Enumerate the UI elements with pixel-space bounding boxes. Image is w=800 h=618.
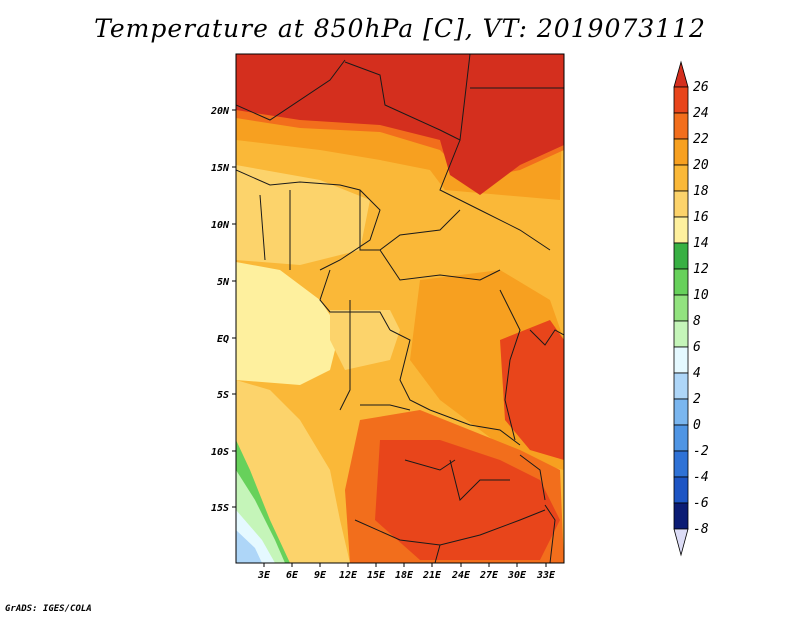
chart-title: Temperature at 850hPa [C], VT: 201907311… bbox=[94, 14, 706, 43]
colorbar bbox=[673, 60, 689, 557]
lat-label-5n: 5N bbox=[217, 277, 230, 288]
colorbar-label: 10 bbox=[693, 288, 709, 303]
colorbar-label: -6 bbox=[693, 496, 709, 511]
lon-label-18e: 18E bbox=[395, 570, 414, 581]
colorbar-label: 2 bbox=[693, 392, 701, 407]
colorbar-label: 4 bbox=[693, 366, 701, 381]
colorbar-swatch bbox=[673, 164, 689, 192]
country-borders bbox=[236, 54, 564, 563]
lat-label-15n: 15N bbox=[211, 163, 230, 174]
lat-label-5s: 5S bbox=[217, 390, 229, 401]
colorbar-swatch bbox=[673, 86, 689, 114]
temperature-field bbox=[236, 54, 564, 563]
colorbar-swatch bbox=[673, 138, 689, 166]
colorbar-swatch bbox=[673, 268, 689, 296]
colorbar-swatch bbox=[673, 450, 689, 478]
colorbar-swatch bbox=[673, 242, 689, 270]
lon-label-27e: 27E bbox=[479, 570, 499, 581]
colorbar-swatch bbox=[673, 372, 689, 400]
colorbar-bottom-cap bbox=[673, 528, 689, 557]
colorbar-swatch bbox=[673, 190, 689, 218]
colorbar-label: 14 bbox=[693, 236, 709, 251]
map-frame bbox=[235, 53, 565, 564]
latitude-axis: 20N 15N 10N 5N EQ 5S 10S 15S bbox=[210, 106, 236, 514]
lat-label-eq: EQ bbox=[217, 334, 229, 345]
colorbar-label: 12 bbox=[693, 262, 709, 277]
colorbar-label: -4 bbox=[693, 470, 709, 485]
colorbar-label: -2 bbox=[693, 444, 709, 459]
colorbar-label: 0 bbox=[693, 418, 701, 433]
colorbar-swatch bbox=[673, 216, 689, 244]
lon-label-15e: 15E bbox=[367, 570, 386, 581]
lon-label-6e: 6E bbox=[286, 570, 299, 581]
colorbar-swatch bbox=[673, 476, 689, 504]
colorbar-swatch bbox=[673, 320, 689, 348]
longitude-axis: 3E 6E 9E 12E 15E 18E 21E 24E 27E 30E 33E bbox=[257, 563, 556, 581]
colorbar-label: 6 bbox=[693, 340, 701, 355]
colorbar-label: 26 bbox=[693, 80, 709, 95]
lon-label-9e: 9E bbox=[314, 570, 327, 581]
grads-credit: GrADS: IGES/COLA bbox=[5, 604, 92, 614]
lat-label-15s: 15S bbox=[211, 503, 229, 514]
lat-label-20n: 20N bbox=[210, 106, 230, 117]
lon-label-3e: 3E bbox=[257, 570, 271, 581]
colorbar-label: -8 bbox=[693, 522, 709, 537]
colorbar-swatch bbox=[673, 112, 689, 140]
lon-label-21e: 21E bbox=[422, 570, 442, 581]
lat-label-10s: 10S bbox=[211, 447, 229, 458]
colorbar-swatch bbox=[673, 398, 689, 426]
colorbar-label: 16 bbox=[693, 210, 709, 225]
colorbar-swatch bbox=[673, 294, 689, 322]
colorbar-label: 22 bbox=[693, 132, 709, 147]
lat-label-10n: 10N bbox=[211, 220, 230, 231]
colorbar-labels: 26 24 22 20 18 16 14 12 10 8 6 4 2 0 -2 … bbox=[693, 80, 709, 537]
lon-label-24e: 24E bbox=[451, 570, 471, 581]
colorbar-swatch bbox=[673, 424, 689, 452]
colorbar-label: 8 bbox=[693, 314, 701, 329]
lon-label-12e: 12E bbox=[339, 570, 358, 581]
colorbar-swatch bbox=[673, 502, 689, 530]
colorbar-swatch bbox=[673, 346, 689, 374]
lon-label-33e: 33E bbox=[536, 570, 556, 581]
colorbar-label: 24 bbox=[693, 106, 709, 121]
colorbar-label: 20 bbox=[693, 158, 709, 173]
colorbar-top-cap bbox=[673, 60, 689, 88]
lon-label-30e: 30E bbox=[507, 570, 527, 581]
colorbar-label: 18 bbox=[693, 184, 709, 199]
